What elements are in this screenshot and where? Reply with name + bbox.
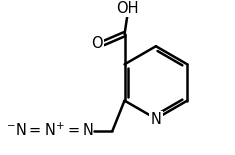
Text: $^{-}$N$=$N$^{+}$$=$N: $^{-}$N$=$N$^{+}$$=$N bbox=[6, 122, 94, 140]
Text: OH: OH bbox=[116, 1, 139, 16]
Text: N: N bbox=[150, 112, 161, 127]
Text: O: O bbox=[91, 36, 102, 51]
